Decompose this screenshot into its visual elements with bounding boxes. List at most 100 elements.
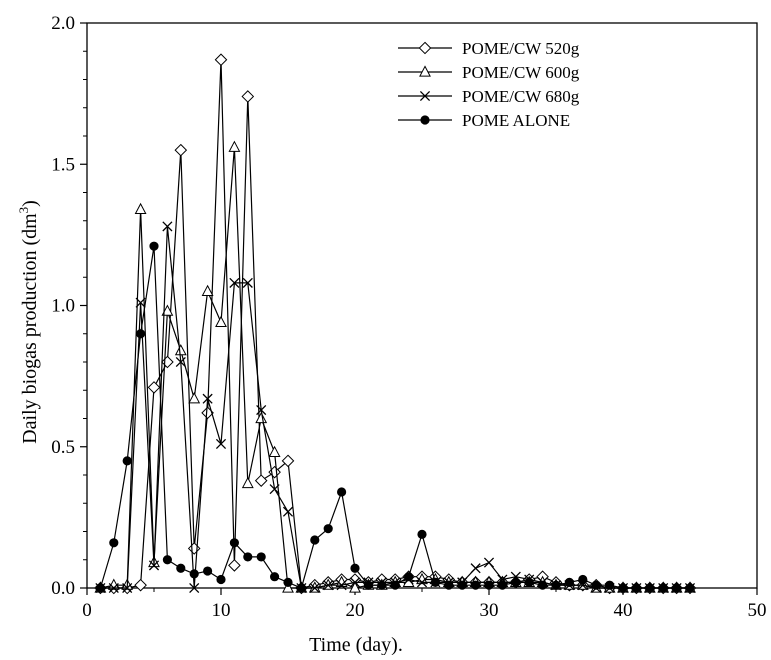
y-axis-title-superscript: 3 [16,207,31,214]
data-point [671,583,682,593]
data-point [161,304,174,316]
data-point [416,572,428,585]
data-point [323,524,333,534]
legend-marker [420,115,430,125]
data-point [228,559,241,572]
series-4 [95,241,695,593]
x-tick-label: 30 [480,600,499,621]
data-point [309,582,320,594]
data-point [564,577,575,587]
legend-marker [418,41,432,55]
data-point [685,583,695,593]
data-point [618,583,628,593]
data-point [390,580,400,590]
data-point [95,583,106,593]
legend-marker [419,65,431,77]
data-point [484,580,494,590]
data-point [229,538,239,548]
data-point [537,580,548,590]
data-point [269,572,280,582]
data-point [134,202,147,215]
series-1 [94,53,697,595]
data-point [524,577,534,587]
data-point [296,583,306,593]
data-point [162,221,173,232]
data-point [645,583,655,593]
data-point [214,53,228,67]
legend-entry-2: POME/CW 600g [398,63,580,82]
data-point [256,404,267,416]
data-point [122,456,132,466]
data-point [187,542,201,555]
series-line [100,226,690,589]
x-tick-label: 0 [82,600,92,621]
data-point [135,297,146,308]
data-point [228,140,241,152]
y-axis-title-main: Daily biogas production (dm [19,213,41,444]
data-point [403,572,414,582]
y-tick-label: 1.0 [51,296,75,317]
data-point [631,583,642,593]
data-point [162,555,172,565]
legend-entry-4: POME ALONE [398,111,570,130]
data-point [215,315,227,328]
data-point [511,577,521,587]
data-point [283,577,293,587]
data-point [215,438,227,449]
data-point [591,580,601,590]
legend-label: POME/CW 600g [462,63,580,82]
x-tick-label: 40 [614,600,633,621]
series-line [99,246,690,589]
x-tick-label: 50 [748,600,767,621]
data-point [255,411,268,424]
y-axis-title: Daily biogas production (dm3) [16,200,41,444]
data-point [430,577,440,587]
legend-marker [419,90,431,102]
data-point [335,575,348,587]
data-point [201,284,214,296]
data-point [149,241,159,251]
data-point [203,566,213,576]
data-point [604,580,615,590]
data-point [470,563,481,574]
data-point [109,538,119,548]
legend-label: POME/CW 520g [462,39,580,58]
y-tick-label: 2.0 [51,13,75,34]
y-tick-label: 0.0 [51,578,75,599]
series-2 [94,140,696,593]
data-point [202,393,213,404]
data-point [269,484,280,495]
legend-entry-1: POME/CW 520g [398,39,580,58]
data-point [243,552,253,562]
data-point [483,557,495,568]
data-point [175,356,186,368]
data-point [350,563,360,573]
data-point [174,344,187,356]
data-point [174,143,188,157]
data-point [658,583,668,593]
data-point [551,580,561,590]
data-point [122,582,133,594]
data-point [268,445,281,457]
series-line [100,59,690,589]
x-tick-label: 10 [212,600,231,621]
data-point [457,580,467,590]
data-point [256,552,266,562]
data-point [148,560,160,571]
data-point [161,355,174,369]
y-tick-label: 1.5 [51,154,75,175]
data-point [336,580,347,591]
data-point [136,329,146,339]
data-point [229,277,240,288]
data-point [254,474,268,487]
data-point [281,454,295,468]
data-point [188,392,201,404]
data-point [176,563,186,573]
plot-frame [86,22,758,589]
data-point [241,90,255,103]
data-point [497,580,507,590]
x-tick-label: 20 [346,600,365,621]
data-point [216,574,226,585]
x-axis-title: Time (day). [309,634,403,655]
